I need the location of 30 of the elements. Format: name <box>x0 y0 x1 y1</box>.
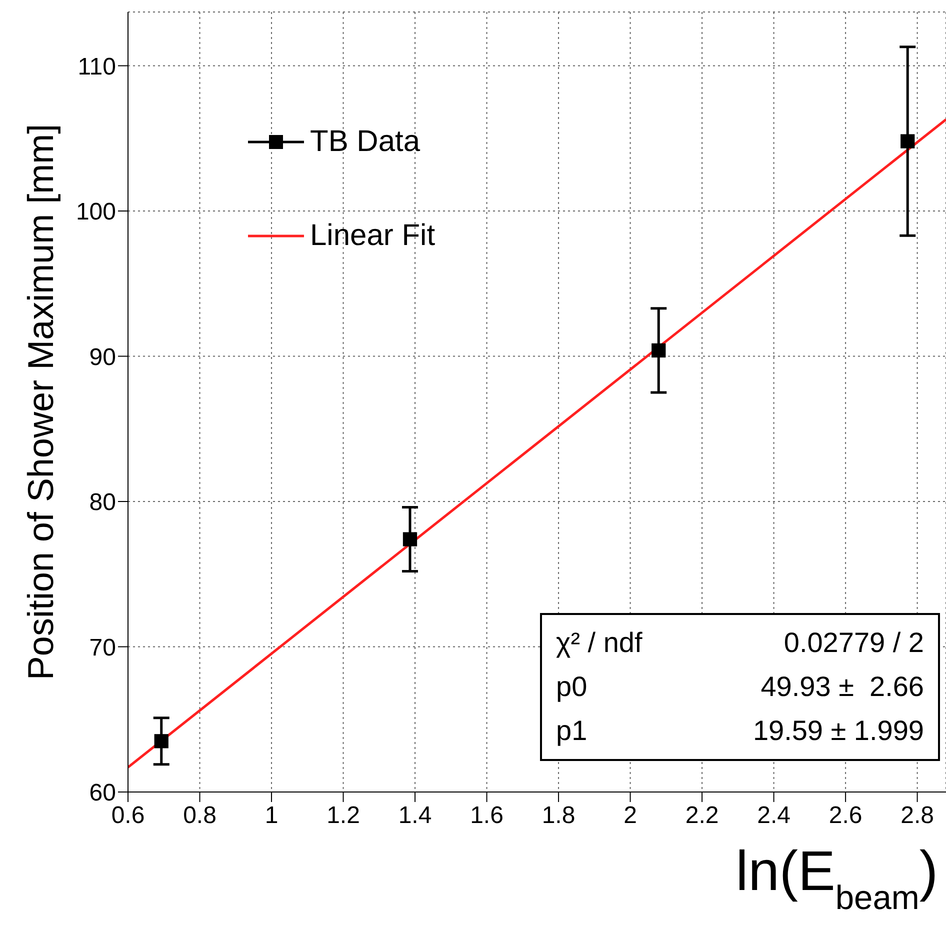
x-tick-label: 2.2 <box>685 802 719 830</box>
y-tick-label: 70 <box>89 634 116 662</box>
point <box>652 343 666 358</box>
annotation: 19.59 ± 1.999 <box>752 715 924 747</box>
y-tick-label: 80 <box>89 489 116 516</box>
point <box>402 532 418 546</box>
annotation: χ² / ndf <box>556 627 642 659</box>
x-tick-label: 2 <box>624 802 637 830</box>
x-tick-label: 0.8 <box>183 802 216 830</box>
annotation: 0.02779 / 2 <box>784 627 924 659</box>
legend-label: TB Data <box>310 125 420 159</box>
annotation: 49.93 ± 2.66 <box>760 671 924 703</box>
x-tick-label: 1.8 <box>542 802 576 830</box>
x-tick-label: 2.6 <box>828 802 862 830</box>
legend-label: Linear Fit <box>310 219 436 253</box>
x-tick-label: 1.6 <box>470 802 504 830</box>
y-tick-label: 90 <box>89 344 116 371</box>
point <box>900 134 915 148</box>
x-tick-label: 1.2 <box>326 802 360 830</box>
annotation: p0 <box>556 671 588 703</box>
x-tick-label: 2.4 <box>757 802 790 830</box>
x-tick-label: 2.8 <box>900 802 934 830</box>
y-axis-title: Position of Shower Maximum [mm] <box>20 124 60 680</box>
x-tick-label: 1.4 <box>398 802 432 830</box>
x-axis-title: ln(E$_{beam}$) <box>736 839 938 916</box>
annotation: p1 <box>556 715 588 747</box>
y-tick-label: 110 <box>78 53 116 80</box>
point <box>154 734 168 748</box>
y-tick-label: 100 <box>76 198 116 226</box>
x-tick-label: 1 <box>264 802 278 830</box>
